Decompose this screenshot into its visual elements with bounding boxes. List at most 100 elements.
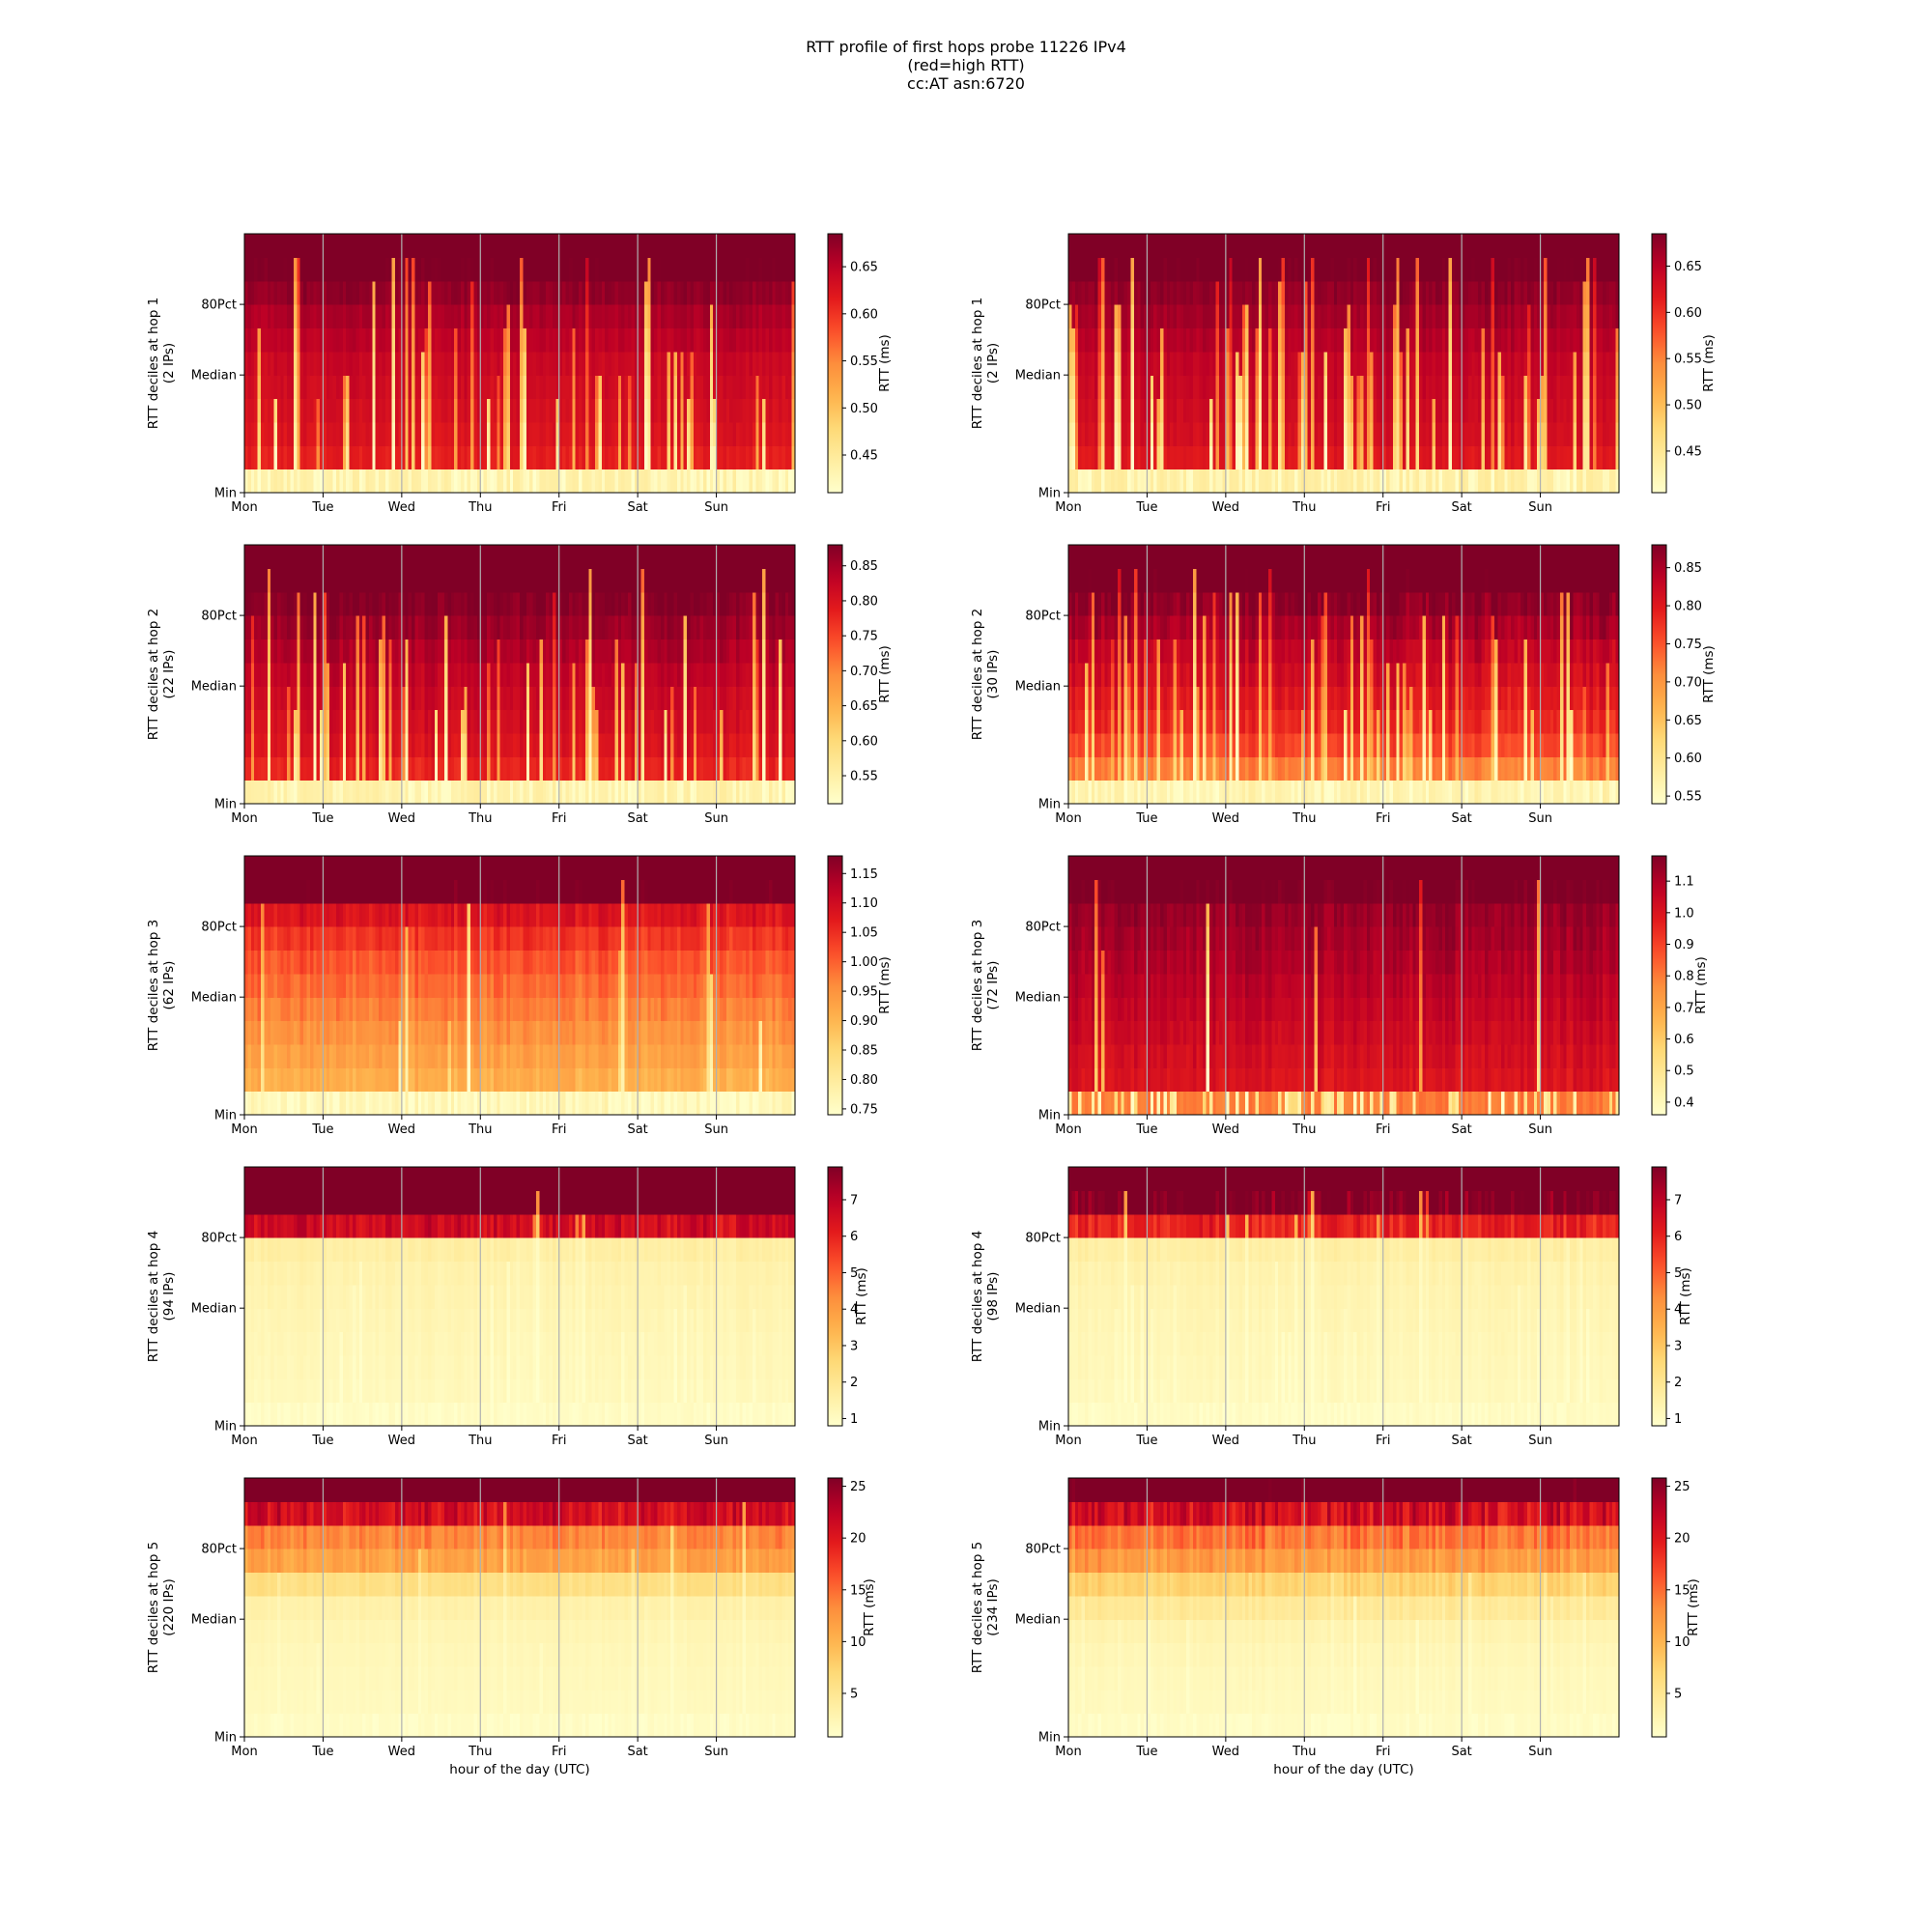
heatmap-cell bbox=[1232, 398, 1236, 423]
heatmap-cell bbox=[1189, 445, 1194, 470]
heatmap-cell bbox=[1576, 280, 1580, 305]
heatmap-cell bbox=[440, 591, 445, 616]
heatmap-cell bbox=[1300, 304, 1305, 329]
heatmap-cell bbox=[520, 445, 524, 470]
heatmap-cell bbox=[1271, 234, 1276, 258]
heatmap-cell bbox=[438, 280, 442, 305]
heatmap-cell bbox=[1206, 469, 1210, 494]
heatmap-cell bbox=[487, 421, 492, 446]
heatmap-cell bbox=[1274, 304, 1279, 329]
heatmap-cell bbox=[614, 445, 619, 470]
heatmap-cell bbox=[280, 545, 285, 569]
heatmap-cell bbox=[591, 327, 596, 353]
heatmap-cell bbox=[788, 280, 793, 305]
heatmap-cell bbox=[693, 280, 697, 305]
heatmap-cell bbox=[244, 591, 248, 616]
heatmap-cell bbox=[1127, 398, 1132, 423]
heatmap-cell bbox=[1284, 257, 1289, 282]
heatmap-cell bbox=[417, 280, 422, 305]
heatmap-cell bbox=[643, 398, 648, 423]
heatmap-cell bbox=[1097, 304, 1102, 329]
heatmap-cell bbox=[352, 709, 356, 734]
heatmap-cell bbox=[552, 469, 556, 494]
heatmap-cell bbox=[1403, 304, 1407, 329]
heatmap-cell bbox=[1330, 280, 1335, 305]
heatmap-cell bbox=[1344, 327, 1348, 353]
heatmap-cell bbox=[424, 545, 429, 569]
heatmap-cell bbox=[1543, 280, 1548, 305]
heatmap-cell bbox=[1389, 280, 1394, 305]
heatmap-cell bbox=[1373, 445, 1378, 470]
heatmap-cell bbox=[391, 351, 396, 376]
heatmap-cell bbox=[336, 327, 340, 353]
heatmap-cell bbox=[1091, 234, 1095, 258]
heatmap-cell bbox=[490, 327, 495, 353]
heatmap-cell bbox=[1258, 280, 1263, 305]
heatmap-cell bbox=[1258, 375, 1263, 400]
heatmap-cell bbox=[1229, 327, 1234, 353]
heatmap-cell bbox=[293, 257, 298, 282]
heatmap-cell bbox=[247, 398, 252, 423]
heatmap-cell bbox=[772, 280, 777, 305]
heatmap-cell bbox=[280, 591, 285, 616]
heatmap-cell bbox=[372, 615, 377, 640]
heatmap-cell bbox=[676, 257, 681, 282]
heatmap-cell bbox=[1517, 469, 1521, 494]
heatmap-cell bbox=[297, 568, 301, 593]
heatmap-cell bbox=[270, 445, 275, 470]
heatmap-cell bbox=[1248, 327, 1253, 353]
heatmap-cell bbox=[1236, 398, 1240, 423]
heatmap-cell bbox=[1406, 375, 1410, 400]
x-tick-label: Sat bbox=[627, 500, 647, 515]
colorbar-tick-label: 0.65 bbox=[850, 261, 878, 275]
heatmap-cell bbox=[732, 375, 737, 400]
heatmap-cell bbox=[640, 421, 645, 446]
heatmap-cell bbox=[1258, 445, 1263, 470]
heatmap-cell bbox=[650, 304, 655, 329]
heatmap-cell bbox=[1196, 257, 1201, 282]
heatmap-cell bbox=[1566, 234, 1571, 258]
heatmap-cell bbox=[1262, 280, 1266, 305]
heatmap-cell bbox=[401, 445, 406, 470]
heatmap-cell bbox=[303, 662, 308, 687]
heatmap-cell bbox=[1408, 421, 1413, 446]
heatmap-cell bbox=[1107, 234, 1112, 258]
heatmap-cell bbox=[290, 615, 295, 640]
heatmap-cell bbox=[1189, 234, 1194, 258]
heatmap-cell bbox=[273, 545, 278, 569]
heatmap-cell bbox=[368, 257, 373, 282]
heatmap-cell bbox=[431, 304, 436, 329]
heatmap-cell bbox=[440, 639, 445, 664]
heatmap-cell bbox=[1586, 280, 1591, 305]
heatmap-cell bbox=[450, 421, 455, 446]
heatmap-cell bbox=[1389, 398, 1394, 423]
heatmap-cell bbox=[375, 421, 380, 446]
heatmap-cells bbox=[244, 545, 796, 805]
heatmap-cell bbox=[1323, 445, 1328, 470]
heatmap-cell bbox=[1327, 351, 1332, 376]
heatmap-cell bbox=[1097, 257, 1102, 282]
heatmap-cell bbox=[421, 568, 426, 593]
heatmap-cell bbox=[313, 257, 318, 282]
heatmap-cell bbox=[1307, 469, 1312, 494]
heatmap-cell bbox=[535, 756, 540, 781]
heatmap-cell bbox=[595, 351, 600, 376]
heatmap-cell bbox=[1133, 398, 1138, 423]
heatmap-cell bbox=[250, 756, 255, 781]
heatmap-cell bbox=[1297, 351, 1302, 376]
heatmap-cell bbox=[1192, 327, 1197, 353]
heatmap-cell bbox=[391, 686, 396, 711]
heatmap-cell bbox=[1514, 421, 1519, 446]
heatmap-cell bbox=[1350, 327, 1354, 353]
heatmap-cell bbox=[1432, 327, 1436, 353]
heatmap-cell bbox=[1543, 445, 1548, 470]
heatmap-cell bbox=[1274, 280, 1279, 305]
heatmap-cell bbox=[408, 545, 412, 569]
heatmap-cell bbox=[352, 662, 356, 687]
heatmap-cell bbox=[755, 375, 760, 400]
heatmap-cell bbox=[329, 568, 334, 593]
heatmap-cell bbox=[1140, 469, 1145, 494]
heatmap-cell bbox=[719, 375, 724, 400]
heatmap-cell bbox=[746, 375, 751, 400]
heatmap-cell bbox=[273, 304, 278, 329]
